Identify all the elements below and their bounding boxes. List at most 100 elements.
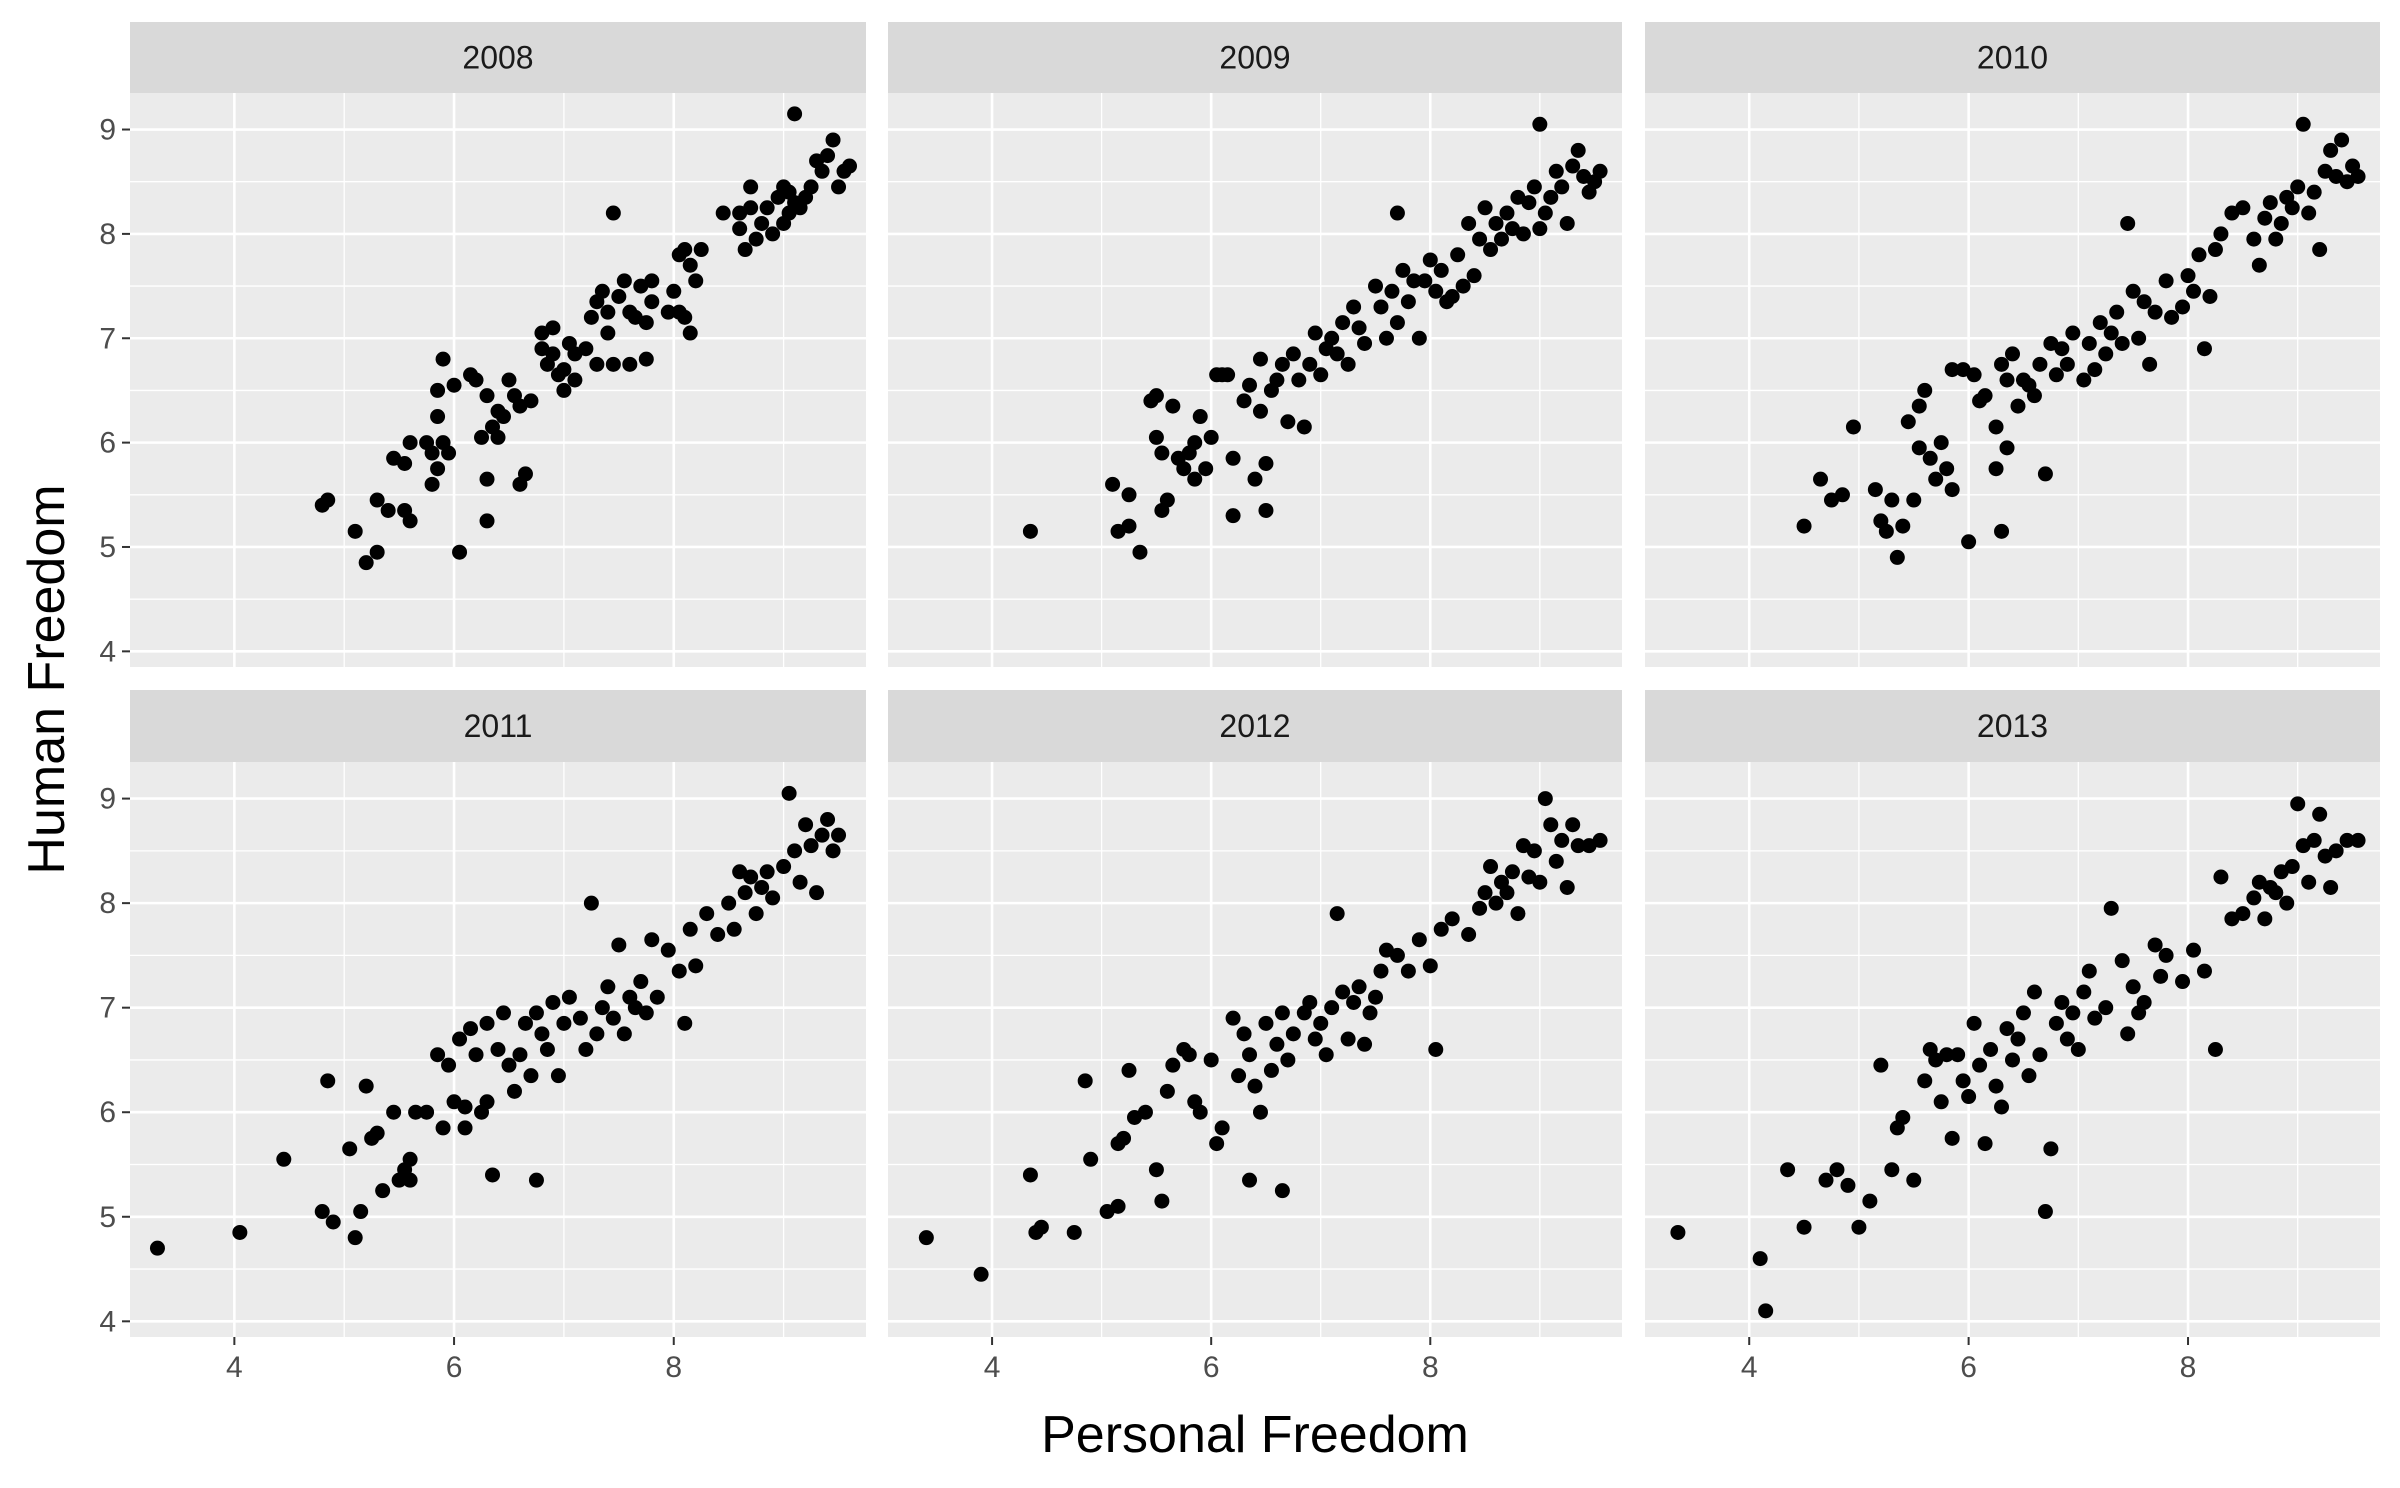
data-point	[583, 309, 599, 325]
data-point	[380, 502, 396, 518]
data-point	[2186, 942, 2202, 958]
data-point	[776, 859, 792, 875]
data-point	[1928, 471, 1944, 487]
data-point	[1116, 1130, 1132, 1146]
data-point	[2213, 226, 2229, 242]
x-tick-label: 8	[2180, 1351, 2197, 1384]
data-point	[1472, 900, 1488, 916]
data-point	[561, 989, 577, 1005]
data-point	[1236, 393, 1252, 409]
data-point	[2246, 890, 2262, 906]
data-point	[501, 1057, 517, 1073]
data-point	[638, 315, 654, 331]
data-point	[479, 471, 495, 487]
data-point	[1066, 1224, 1082, 1240]
data-point	[792, 874, 808, 890]
data-point	[649, 989, 665, 1005]
data-point	[1280, 1052, 1296, 1068]
data-point	[2334, 132, 2350, 148]
data-point	[468, 372, 484, 388]
data-point	[1884, 1162, 1900, 1178]
data-point	[1966, 1015, 1982, 1031]
data-point	[2251, 257, 2267, 273]
data-point	[556, 362, 572, 378]
y-tick-label: 4	[99, 635, 116, 668]
data-point	[2142, 356, 2158, 372]
facet-strip	[1645, 690, 2380, 762]
data-point	[1939, 1047, 1955, 1063]
data-point	[358, 555, 374, 571]
data-point	[397, 455, 413, 471]
data-point	[820, 148, 836, 164]
facet-strip-label: 2008	[462, 40, 533, 76]
data-point	[232, 1224, 248, 1240]
facet-panel-2013: 2013 4 6 8	[1645, 690, 2380, 1384]
data-point	[2010, 398, 2026, 414]
data-point	[435, 351, 451, 367]
data-point	[517, 1015, 533, 1031]
data-point	[463, 1021, 479, 1037]
data-point	[1977, 388, 1993, 404]
data-point	[2196, 341, 2212, 357]
data-point	[2125, 979, 2141, 995]
data-point	[2306, 832, 2322, 848]
data-point	[1307, 325, 1323, 341]
data-point	[1895, 518, 1911, 534]
data-point	[1873, 1057, 1889, 1073]
data-point	[787, 843, 803, 859]
data-point	[1911, 398, 1927, 414]
data-point	[1537, 205, 1553, 221]
data-point	[1313, 367, 1329, 383]
data-point	[1285, 346, 1301, 362]
data-point	[495, 1005, 511, 1021]
data-point	[1302, 356, 1318, 372]
y-tick-label: 9	[99, 114, 116, 147]
data-point	[545, 320, 561, 336]
y-tick-label: 9	[99, 783, 116, 816]
data-point	[1252, 403, 1268, 419]
data-point	[2301, 205, 2317, 221]
data-point	[1543, 189, 1559, 205]
data-point	[2037, 466, 2053, 482]
data-point	[1994, 356, 2010, 372]
data-point	[2092, 315, 2108, 331]
data-point	[1906, 492, 1922, 508]
data-point	[1521, 195, 1537, 211]
data-point	[2076, 372, 2092, 388]
data-point	[1884, 492, 1900, 508]
data-point	[2136, 994, 2152, 1010]
data-point	[754, 879, 770, 895]
facet-panel-2011: 2011 4 5 6 7 8 9 4 6 8	[99, 690, 866, 1384]
data-point	[1121, 487, 1137, 503]
data-point	[1559, 215, 1575, 231]
data-point	[1840, 1177, 1856, 1193]
data-point	[1917, 382, 1933, 398]
data-point	[1972, 1057, 1988, 1073]
data-point	[2065, 1005, 2081, 1021]
data-point	[320, 492, 336, 508]
data-point	[1389, 947, 1405, 963]
data-point	[457, 1120, 473, 1136]
facet-strip-label: 2010	[1977, 40, 2048, 76]
data-point	[721, 895, 737, 911]
data-point	[1889, 549, 1905, 565]
facet-panel-2008: 2008 4 5 6 7 8 9	[99, 22, 866, 668]
facet-panel-2009: 2009	[888, 22, 1622, 667]
data-point	[825, 843, 841, 859]
data-point	[1999, 1021, 2015, 1037]
data-point	[803, 179, 819, 195]
data-point	[408, 1104, 424, 1120]
data-point	[1906, 1172, 1922, 1188]
data-point	[276, 1151, 292, 1167]
data-point	[1203, 429, 1219, 445]
data-point	[1532, 116, 1548, 132]
data-point	[2284, 859, 2300, 875]
data-point	[1231, 1068, 1247, 1084]
data-point	[1209, 1136, 1225, 1152]
data-point	[441, 1057, 457, 1073]
data-point	[1357, 335, 1373, 351]
data-point	[369, 544, 385, 560]
data-point	[2054, 994, 2070, 1010]
data-point	[534, 1026, 550, 1042]
y-tick-label: 6	[99, 1096, 116, 1129]
